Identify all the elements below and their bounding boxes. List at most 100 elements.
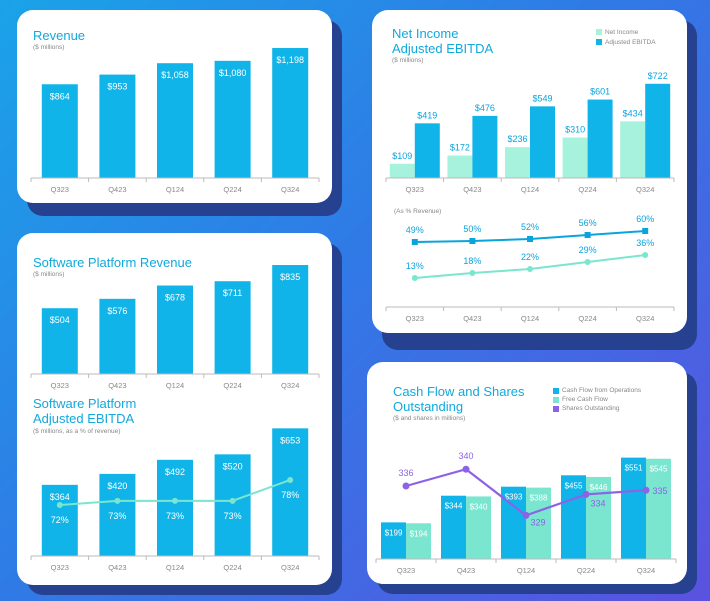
bar [214,281,251,374]
bar-cash-flow-operations [621,457,646,559]
pct-label: 73% [108,511,126,521]
x-tick-label: Q423 [463,314,481,323]
pct-point [642,252,649,258]
x-tick-label: Q324 [637,566,655,575]
pct-label: 36% [636,238,654,248]
pct-point [469,238,476,244]
bar-value-label: $549 [532,93,552,103]
shares-point [642,486,650,494]
net-income-title: Net Income Adjusted EBITDA [392,26,493,56]
bar-value-label: $388 [530,494,548,503]
pct-point [172,497,178,504]
x-tick-label: Q423 [463,185,481,194]
cashflow-title-line1: Cash Flow and Shares [393,384,525,399]
bar-cash-flow-operations [381,522,406,559]
bar [41,308,78,374]
net-income-chart: $109 $172 $236 $310 $434 $419 $476 $549 $601 $722… [385,71,675,323]
bar-value-label: $199 [385,528,403,537]
x-tick-label: Q124 [166,185,184,194]
legend-label: Adjusted EBITDA [605,38,656,46]
bar-value-label: $446 [590,483,608,492]
bar-value-label: $653 [280,435,300,445]
sw-ebitda-title: Software Platform Adjusted EBITDA [33,396,136,426]
pct-label: 72% [51,515,69,525]
bar-value-label: $194 [410,529,428,538]
shares-point [462,465,470,473]
pct-label: 18% [463,256,481,266]
bar-value-label: $455 [565,481,583,490]
shares-point [402,482,410,490]
pct-point [527,266,533,272]
bar-value-label: $340 [470,502,488,511]
x-tick-label: Q124 [517,566,535,575]
pct-point [56,502,63,508]
pct-point [584,232,591,238]
bar-value-label: $520 [223,461,243,471]
shares-label: 336 [398,468,413,478]
x-tick-label: Q323 [51,563,69,572]
bar-value-label: $236 [507,134,527,144]
bar-adjusted-ebitda [645,83,671,178]
net-income-legend: Net Income Adjusted EBITDA [596,27,656,47]
pct-label: 73% [224,511,242,521]
cashflow-title-line2: Outstanding [393,399,464,414]
bar-cash-flow-operations [561,475,586,559]
x-tick-label: Q324 [281,381,299,390]
net-income-subtitle: ($ millions) [392,57,424,64]
pct-point [287,476,294,483]
bar-free-cash-flow [406,523,431,559]
bar [214,454,251,556]
bar [99,298,136,374]
legend-item-adjusted-ebitda: Adjusted EBITDA [596,37,656,47]
bar-value-label: $172 [450,143,470,153]
bar-net-income [620,121,646,178]
bar-value-label: $109 [392,151,412,161]
x-tick-label: Q224 [578,314,596,323]
shares-point [522,511,530,519]
legend-swatch [596,29,602,35]
bar [157,63,193,178]
bar-value-label: $434 [623,108,643,118]
shares-label: 335 [652,486,667,496]
legend-swatch [553,396,559,403]
bar-value-label: $492 [165,467,185,477]
bar [99,473,136,556]
x-tick-label: Q323 [406,314,424,323]
bar-value-label: $1,058 [161,70,189,80]
legend-item-shares: Shares Outstanding [553,404,641,413]
net-income-title-line2: Adjusted EBITDA [392,41,494,56]
x-tick-label: Q124 [166,563,184,572]
pct-label: 22% [521,252,539,262]
pct-label: 13% [406,261,424,271]
bar [272,265,309,374]
bar-free-cash-flow [646,458,671,559]
pct-point [584,259,591,265]
bar-value-label: $393 [505,493,523,502]
x-tick-label: Q423 [108,185,126,194]
software-title: Software Platform Revenue [33,255,192,270]
pct-label: 29% [579,245,597,255]
pct-point [469,270,476,276]
bar-value-label: $601 [590,87,610,97]
bar-net-income [505,147,530,178]
cashflow-legend: Cash Flow from Operations Free Cash Flow… [553,386,641,413]
pct-label: 73% [166,511,184,521]
bar [214,60,251,178]
sw-ebitda-subtitle: ($ millions, as a % of revenue) [33,428,121,435]
net-income-card: Net Income Adjusted EBITDA ($ millions) … [372,10,687,333]
pct-point [411,239,418,245]
x-tick-label: Q224 [578,185,596,194]
bar [41,84,78,178]
pct-label: 49% [406,225,424,235]
legend-label: Net Income [605,28,639,36]
x-tick-label: Q423 [108,563,126,572]
net-income-title-line1: Net Income [392,26,459,41]
bar-value-label: $1,198 [276,55,304,65]
bar-value-label: $419 [417,110,437,120]
x-tick-label: Q323 [406,185,424,194]
bar-adjusted-ebitda [587,99,613,178]
bar-free-cash-flow [526,487,551,559]
x-tick-label: Q323 [51,185,69,194]
bar-adjusted-ebitda [414,123,440,178]
cashflow-card: Cash Flow and Shares Outstanding ($ and … [367,362,687,584]
